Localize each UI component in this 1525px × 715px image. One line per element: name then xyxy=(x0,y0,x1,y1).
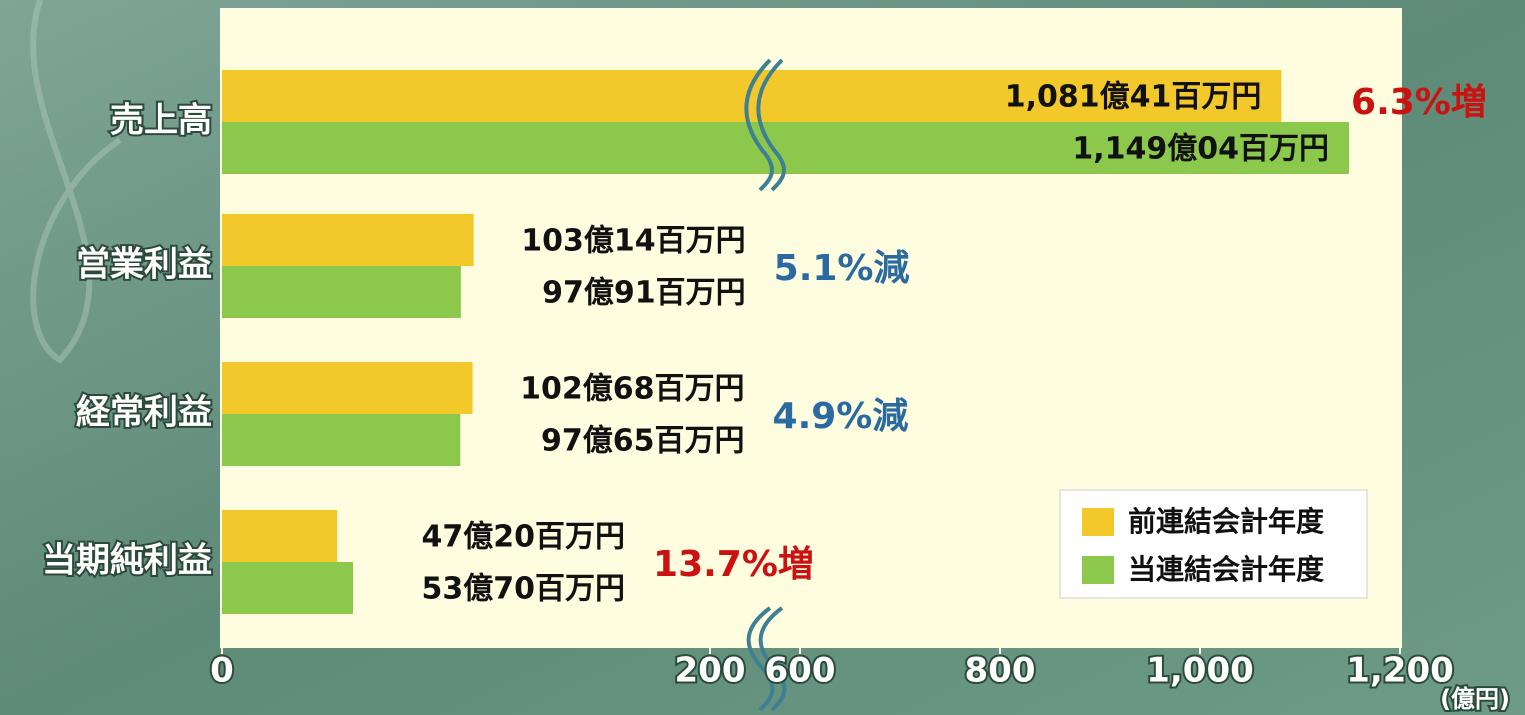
legend-swatch xyxy=(1082,508,1114,536)
chart: (億円) 02006008001,0001,200売上高1,081億41百万円1… xyxy=(0,0,1525,715)
legend-label: 前連結会計年度 xyxy=(1128,505,1324,538)
change-label: 4.9%減 xyxy=(773,396,909,437)
category-label: 経常利益 xyxy=(76,393,212,433)
value-label: 47億20百万円 xyxy=(422,520,626,555)
x-tick-label: 600 xyxy=(765,651,836,691)
value-label: 1,149億04百万円 xyxy=(1072,132,1329,167)
bar xyxy=(222,414,460,466)
value-label: 103億14百万円 xyxy=(521,224,745,259)
x-tick-label: 1,200 xyxy=(1346,651,1454,691)
bar xyxy=(222,362,473,414)
value-label: 1,081億41百万円 xyxy=(1005,80,1262,115)
change-label: 5.1%減 xyxy=(774,248,910,289)
change-label: 13.7%増 xyxy=(653,544,814,585)
x-tick-label: 800 xyxy=(965,651,1036,691)
bar xyxy=(222,562,353,614)
legend-label: 当連結会計年度 xyxy=(1128,553,1324,586)
bar xyxy=(222,510,337,562)
value-label: 102億68百万円 xyxy=(520,372,744,407)
x-tick-label: 200 xyxy=(675,651,746,691)
x-tick-label: 0 xyxy=(210,651,234,691)
bar xyxy=(222,214,474,266)
category-label: 当期純利益 xyxy=(42,541,212,581)
x-tick-label: 1,000 xyxy=(1146,651,1254,691)
category-label: 営業利益 xyxy=(76,245,212,285)
change-label: 6.3%増 xyxy=(1351,82,1487,123)
bar xyxy=(222,266,461,318)
value-label: 97億91百万円 xyxy=(542,276,746,311)
value-label: 97億65百万円 xyxy=(541,424,745,459)
value-label: 53億70百万円 xyxy=(422,572,626,607)
category-label: 売上高 xyxy=(110,101,212,141)
legend-swatch xyxy=(1082,556,1114,584)
